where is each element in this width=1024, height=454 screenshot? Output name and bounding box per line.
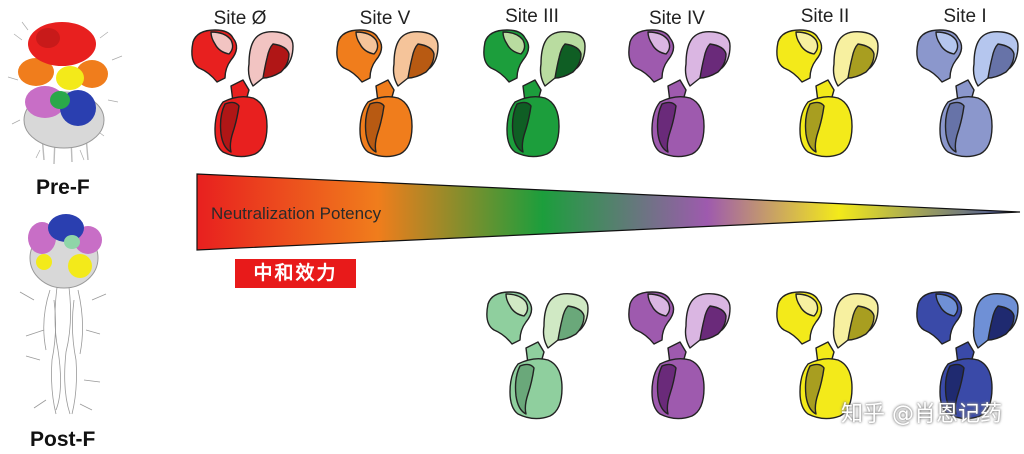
antibody-bottom-1: [486, 291, 589, 420]
site-label-ii: Site II: [800, 6, 850, 27]
pre-f-structure: [7, 21, 123, 165]
antibodies-bottom-row: [486, 291, 1019, 420]
site-label-iv: Site IV: [649, 8, 705, 29]
antibody-bottom-2: [628, 291, 731, 420]
post-f-stalk: [19, 279, 107, 415]
antibody-top-2: [336, 29, 439, 158]
antibody-top-6: [916, 29, 1019, 158]
antibodies-top-row: [191, 29, 1019, 158]
antibody-bottom-4: [916, 291, 1019, 420]
site-label-v: Site V: [359, 8, 411, 29]
watermark: 知乎 @肖恩记药: [841, 402, 1002, 427]
antibody-bottom-3: [776, 291, 879, 420]
antibody-top-5: [776, 29, 879, 158]
post-f-structure: [19, 214, 107, 415]
pre-f-label: Pre-F: [36, 176, 90, 199]
site-label-i: Site I: [943, 6, 987, 27]
antibody-top-3: [483, 29, 586, 158]
neutralization-wedge: [196, 173, 1021, 251]
neutralization-potency-label: Neutralization Potency: [211, 204, 382, 223]
site-label-zero: Site Ø: [213, 8, 267, 29]
post-f-label: Post-F: [30, 428, 96, 451]
antibody-top-4: [628, 29, 731, 158]
site-label-iii: Site III: [505, 6, 559, 27]
neutralization-potency-cn-label: 中和效力: [235, 259, 356, 288]
antibody-top-1: [191, 29, 294, 158]
